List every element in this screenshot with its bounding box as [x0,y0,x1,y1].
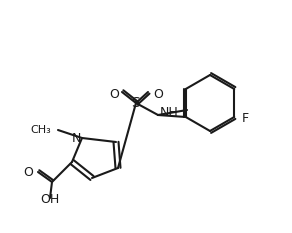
Text: N: N [71,131,81,144]
Text: O: O [109,88,119,100]
Text: NH: NH [160,106,179,119]
Text: S: S [132,96,140,110]
Text: OH: OH [40,193,60,206]
Text: F: F [242,113,249,126]
Text: O: O [153,88,163,100]
Text: CH₃: CH₃ [30,125,51,135]
Text: O: O [23,165,33,178]
